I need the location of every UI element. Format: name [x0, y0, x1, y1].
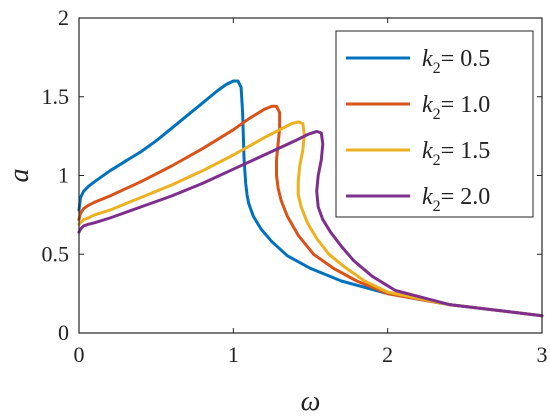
legend-value: = 0.5 — [441, 46, 491, 72]
legend-k: k — [422, 138, 433, 164]
y-tick-label: 0.5 — [42, 241, 70, 266]
legend-entry: k2= 1.0 — [422, 92, 490, 123]
y-tick-label: 1.5 — [42, 84, 70, 109]
legend-value: = 1.5 — [441, 138, 491, 164]
tick-labels: 0 1 2 3 0 0.5 1 1.5 2 — [42, 5, 548, 367]
y-axis-label: a — [4, 169, 35, 183]
x-tick-label: 2 — [382, 342, 393, 367]
x-tick-label: 0 — [74, 342, 85, 367]
legend-k: k — [422, 46, 433, 72]
series-lines — [77, 79, 544, 318]
legend-k: k — [422, 92, 433, 118]
legend-box — [335, 30, 534, 218]
plot-frame — [78, 17, 543, 334]
legend: k2= 0.5k2= 1.0k2= 1.5k2= 2.0 — [335, 30, 534, 218]
legend-subscript: 2 — [433, 152, 441, 169]
legend-value: = 2.0 — [441, 184, 491, 210]
x-tick-label: 3 — [537, 342, 548, 367]
legend-subscript: 2 — [433, 198, 441, 215]
legend-value: = 1.0 — [441, 92, 491, 118]
legend-entry: k2= 0.5 — [422, 46, 490, 77]
series-line-3 — [77, 120, 544, 318]
y-tick-label: 1 — [58, 163, 69, 188]
x-tick-label: 1 — [228, 342, 239, 367]
y-tick-label: 2 — [58, 5, 69, 30]
series-line-4 — [77, 129, 544, 318]
legend-subscript: 2 — [433, 60, 441, 77]
legend-entry: k2= 1.5 — [422, 138, 490, 169]
legend-k: k — [422, 184, 433, 210]
legend-entry: k2= 2.0 — [422, 184, 490, 215]
x-axis-label: ω — [301, 386, 321, 416]
legend-subscript: 2 — [433, 106, 441, 123]
y-tick-label: 0 — [58, 320, 69, 345]
series-line-2 — [77, 104, 544, 318]
series-line-1 — [77, 79, 544, 318]
